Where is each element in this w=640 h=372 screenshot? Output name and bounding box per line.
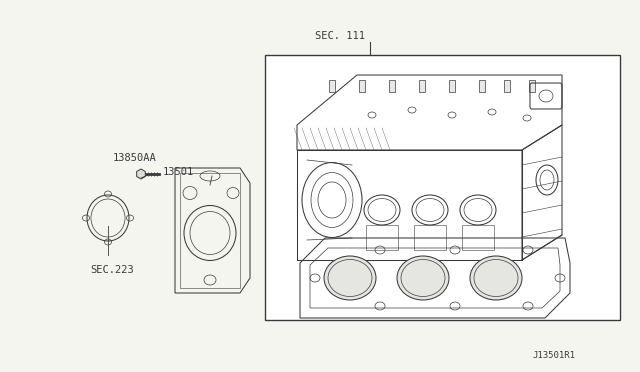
Text: 13501: 13501 [163, 167, 195, 177]
Ellipse shape [470, 256, 522, 300]
Bar [329, 80, 335, 92]
Text: SEC. 111: SEC. 111 [315, 31, 365, 41]
Ellipse shape [324, 256, 376, 300]
Text: 13850AA: 13850AA [113, 153, 157, 163]
Bar [504, 80, 510, 92]
Bar [180, 173, 240, 288]
Bar [529, 80, 535, 92]
Text: SEC.223: SEC.223 [90, 265, 134, 275]
Text: J13501R1: J13501R1 [532, 350, 575, 359]
Bar [479, 80, 485, 92]
Bar [414, 225, 446, 250]
Ellipse shape [397, 256, 449, 300]
Bar [419, 80, 425, 92]
Bar [462, 225, 494, 250]
Bar [265, 55, 620, 320]
Bar [366, 225, 398, 250]
Bar [389, 80, 395, 92]
Bar [449, 80, 455, 92]
Bar [359, 80, 365, 92]
